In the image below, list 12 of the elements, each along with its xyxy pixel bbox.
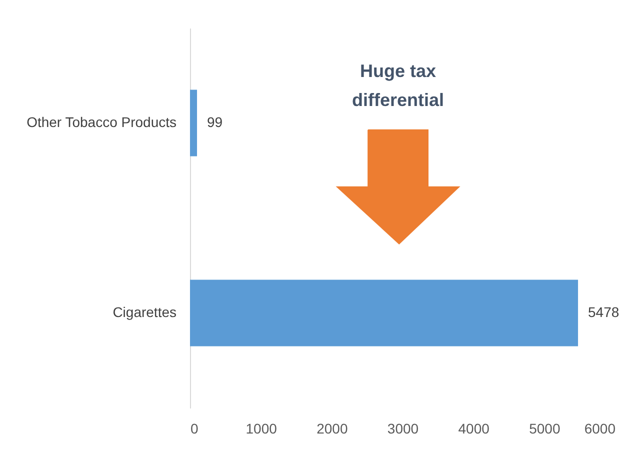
x-tick-label: 6000 <box>584 420 616 436</box>
x-tick-label: 3000 <box>387 420 419 436</box>
y-tick-label: Cigarettes <box>112 304 176 320</box>
data-label: 5478 <box>588 304 620 320</box>
y-tick-label: Other Tobacco Products <box>26 114 176 130</box>
x-tick-label: 5000 <box>529 420 560 436</box>
x-tick-label: 4000 <box>458 420 490 436</box>
x-tick-label: 2000 <box>316 420 348 436</box>
x-tick-label: 1000 <box>246 420 278 436</box>
annotation: Huge tax differential <box>352 61 444 110</box>
x-tick-label: 0 <box>190 420 198 436</box>
data-label: 99 <box>207 114 223 130</box>
